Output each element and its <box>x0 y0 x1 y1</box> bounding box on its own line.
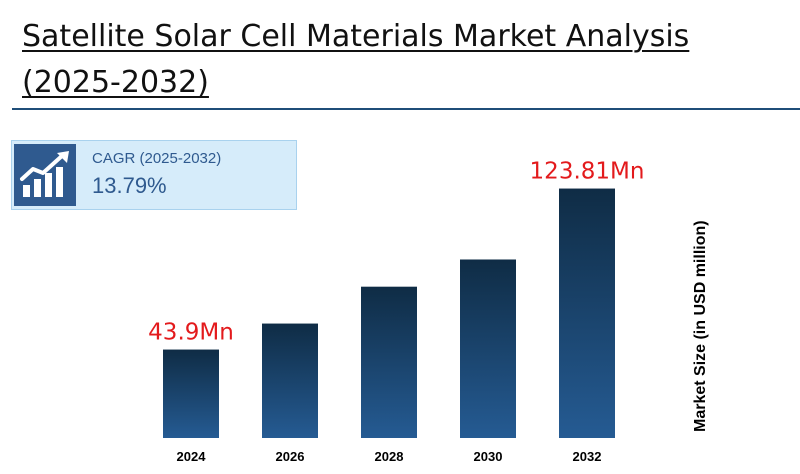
x-tick-label: 2032 <box>573 449 602 464</box>
growth-chart-icon <box>14 144 76 206</box>
bar-2028 <box>361 286 417 438</box>
page-title: Satellite Solar Cell Materials Market An… <box>22 19 690 100</box>
title-divider <box>12 108 800 110</box>
bar-2030 <box>460 259 516 438</box>
cagr-label: CAGR (2025-2032) <box>92 150 222 167</box>
cagr-box: CAGR (2025-2032) 13.79% <box>11 140 297 210</box>
data-label: 123.81Mn <box>530 159 645 185</box>
x-tick-label: 2024 <box>177 449 207 464</box>
bar-2026 <box>262 323 318 438</box>
x-tick-label: 2030 <box>474 449 503 464</box>
y-axis-label: Market Size (in USD million) <box>692 220 709 432</box>
bar-2024 <box>163 349 219 438</box>
data-label: 43.9Mn <box>148 320 234 346</box>
x-tick-label: 2026 <box>276 449 305 464</box>
cagr-value: 13.79% <box>92 173 167 198</box>
bar-2032 <box>559 188 615 438</box>
x-tick-label: 2028 <box>375 449 404 464</box>
